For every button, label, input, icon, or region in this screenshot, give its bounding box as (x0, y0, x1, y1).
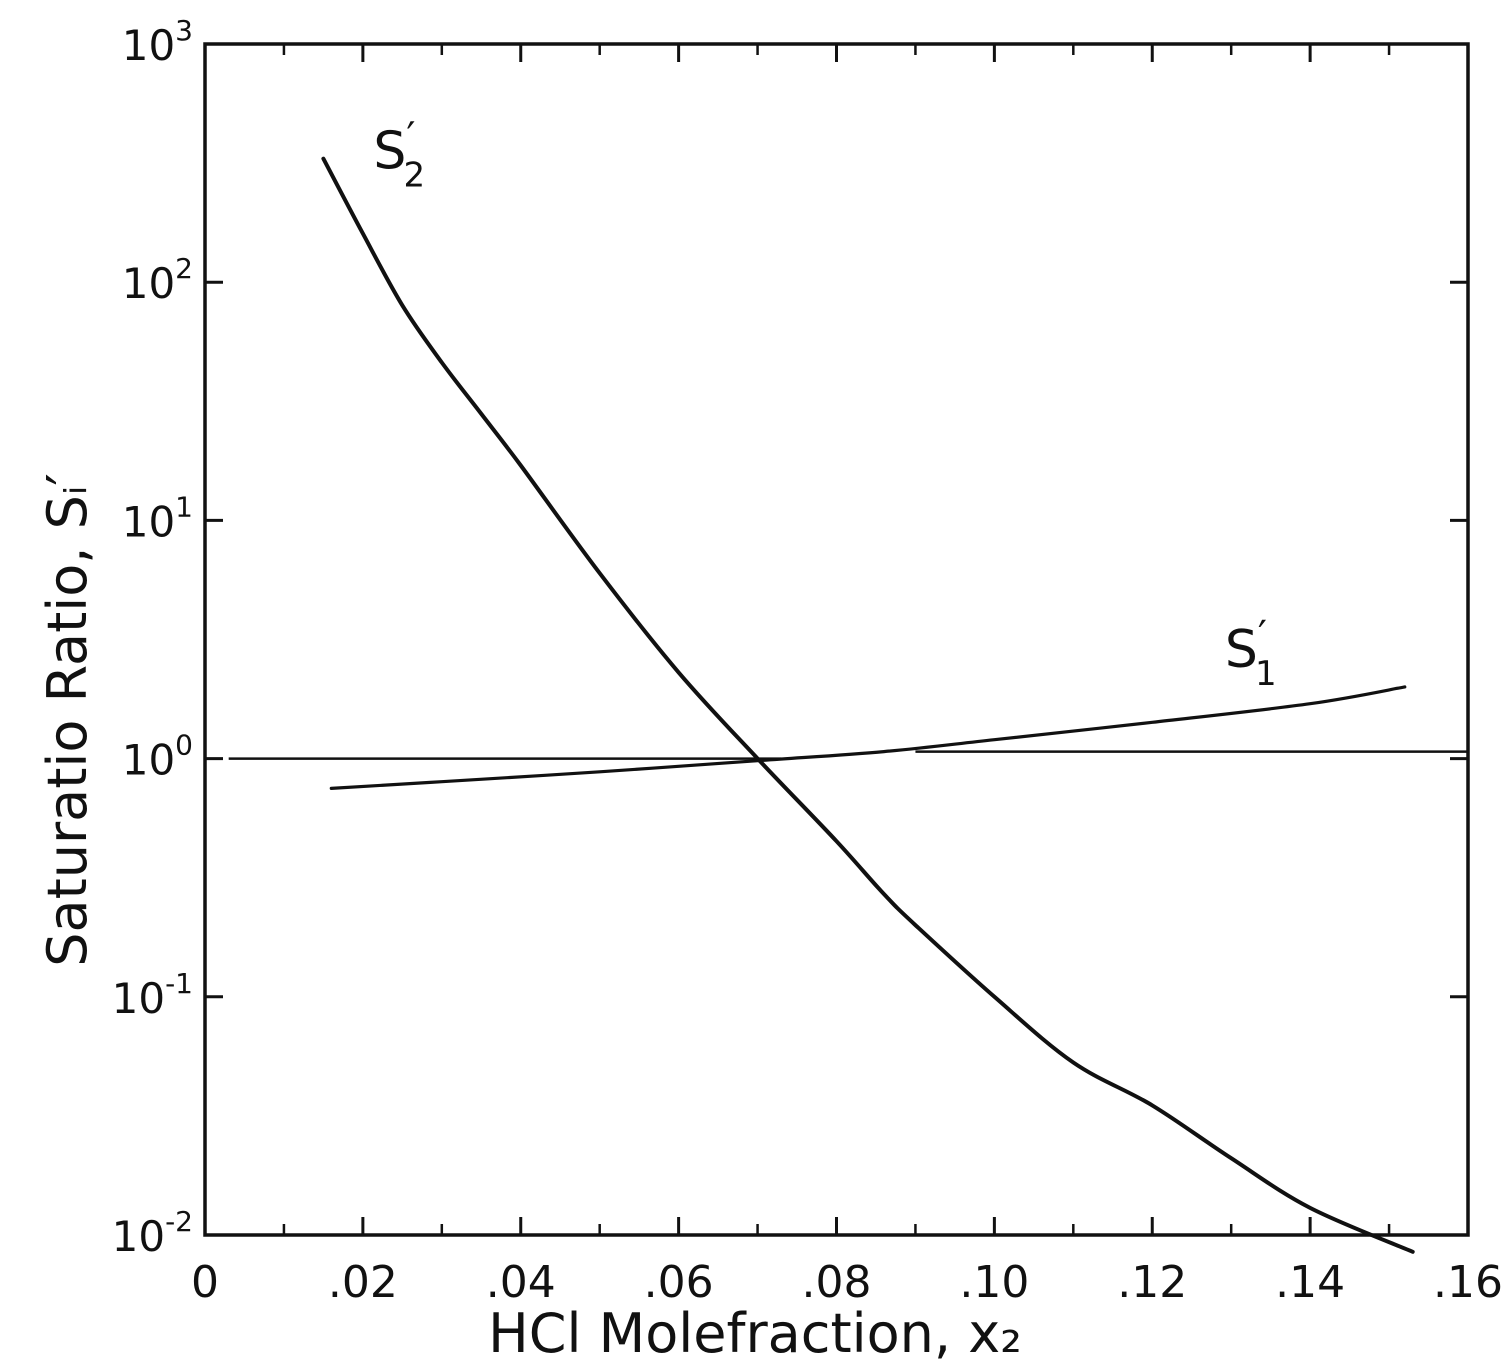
series-label-s2: S′ 2 (373, 115, 425, 196)
y-tick-label: 103 (122, 14, 193, 70)
axis-ticks (203, 42, 1470, 1237)
y-axis-title: Saturatio Ratio, Sᵢ′ (36, 473, 99, 967)
series-line-s2 (321, 156, 1415, 1254)
x-tick-label: .16 (1433, 1257, 1501, 1308)
y-tick-label: 102 (122, 252, 193, 308)
y-tick-label: 10-2 (112, 1205, 193, 1261)
plot-frame (203, 42, 1470, 1237)
y-tick-label: 10-1 (112, 967, 193, 1023)
series-lines (321, 156, 1415, 1254)
x-axis-title: HCl Molefraction, x₂ (488, 1302, 1022, 1365)
reference-lines (228, 750, 1468, 760)
x-tick-label: .12 (1117, 1257, 1187, 1308)
x-tick-label: .14 (1275, 1257, 1345, 1308)
x-tick-label: 0 (191, 1257, 219, 1308)
y-tick-label: 100 (122, 729, 193, 785)
series-labels: S′ 2 S′ 1 (373, 115, 1276, 694)
y-tick-label: 101 (122, 490, 193, 546)
plot-border (203, 42, 1470, 1237)
x-tick-labels: 0 .02 .04 .06 .08 .10 .12 .14 .16 (191, 1257, 1501, 1308)
series-line-s1 (329, 685, 1407, 790)
y-tick-labels: 10-2 10-1 100 101 102 103 (112, 14, 193, 1261)
x-tick-label: .02 (328, 1257, 398, 1308)
x-tick-label: .04 (486, 1257, 556, 1308)
x-tick-label: .10 (959, 1257, 1029, 1308)
x-tick-label: .06 (644, 1257, 714, 1308)
x-tick-label: .08 (802, 1257, 872, 1308)
series-label-s1: S′ 1 (1225, 613, 1277, 694)
